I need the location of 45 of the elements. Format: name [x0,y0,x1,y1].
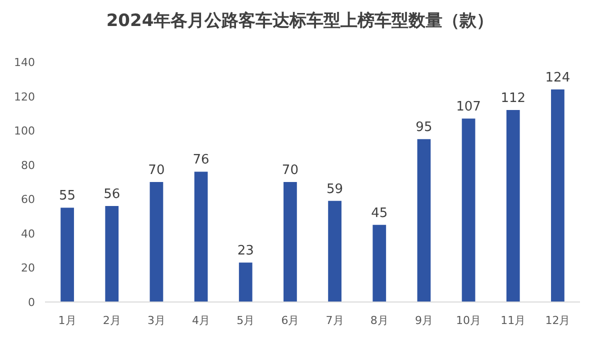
data-label: 55 [59,188,76,204]
bar [60,208,74,302]
bar [238,262,252,302]
y-tick-label: 60 [21,193,35,206]
data-label: 124 [545,70,570,86]
x-tick-label: 8月 [370,314,388,327]
y-tick-label: 80 [21,158,35,172]
bar [462,118,476,302]
y-tick-label: 0 [28,296,35,309]
bar [284,182,297,302]
data-label: 76 [192,152,210,168]
bar [194,172,208,302]
y-tick-label: 100 [14,124,35,138]
y-tick-label: 20 [21,262,35,275]
data-label: 95 [416,120,432,136]
y-tick-label: 40 [21,227,35,240]
x-tick-label: 11月 [500,314,526,327]
x-tick-label: 3月 [147,314,166,327]
data-label: 23 [237,244,254,259]
bar [372,224,386,302]
bar [150,182,164,302]
x-tick-label: 10月 [456,314,482,327]
data-label: 56 [104,187,120,202]
x-tick-label: 6月 [281,314,300,327]
x-tick-label: 7月 [326,314,344,327]
data-label: 107 [456,100,481,115]
chart-title: 2024年各月公路客车达标车型上榜车型数量（款） [106,11,494,31]
x-tick-label: 5月 [236,314,255,327]
bar [506,110,520,302]
bar [328,200,342,302]
y-tick-label: 120 [14,90,35,104]
bar [551,89,564,302]
data-label: 45 [371,206,388,221]
bar [417,139,431,302]
x-tick-label: 9月 [414,314,433,327]
data-label: 70 [148,163,165,178]
data-label: 70 [282,163,298,178]
x-tick-label: 2月 [102,314,121,327]
x-tick-label: 12月 [545,314,570,327]
bar [105,206,119,302]
x-tick-label: 4月 [192,314,210,327]
data-label: 59 [326,182,344,197]
data-label: 112 [500,91,526,106]
x-tick-label: 1月 [58,314,76,327]
y-tick-label: 140 [14,56,35,69]
